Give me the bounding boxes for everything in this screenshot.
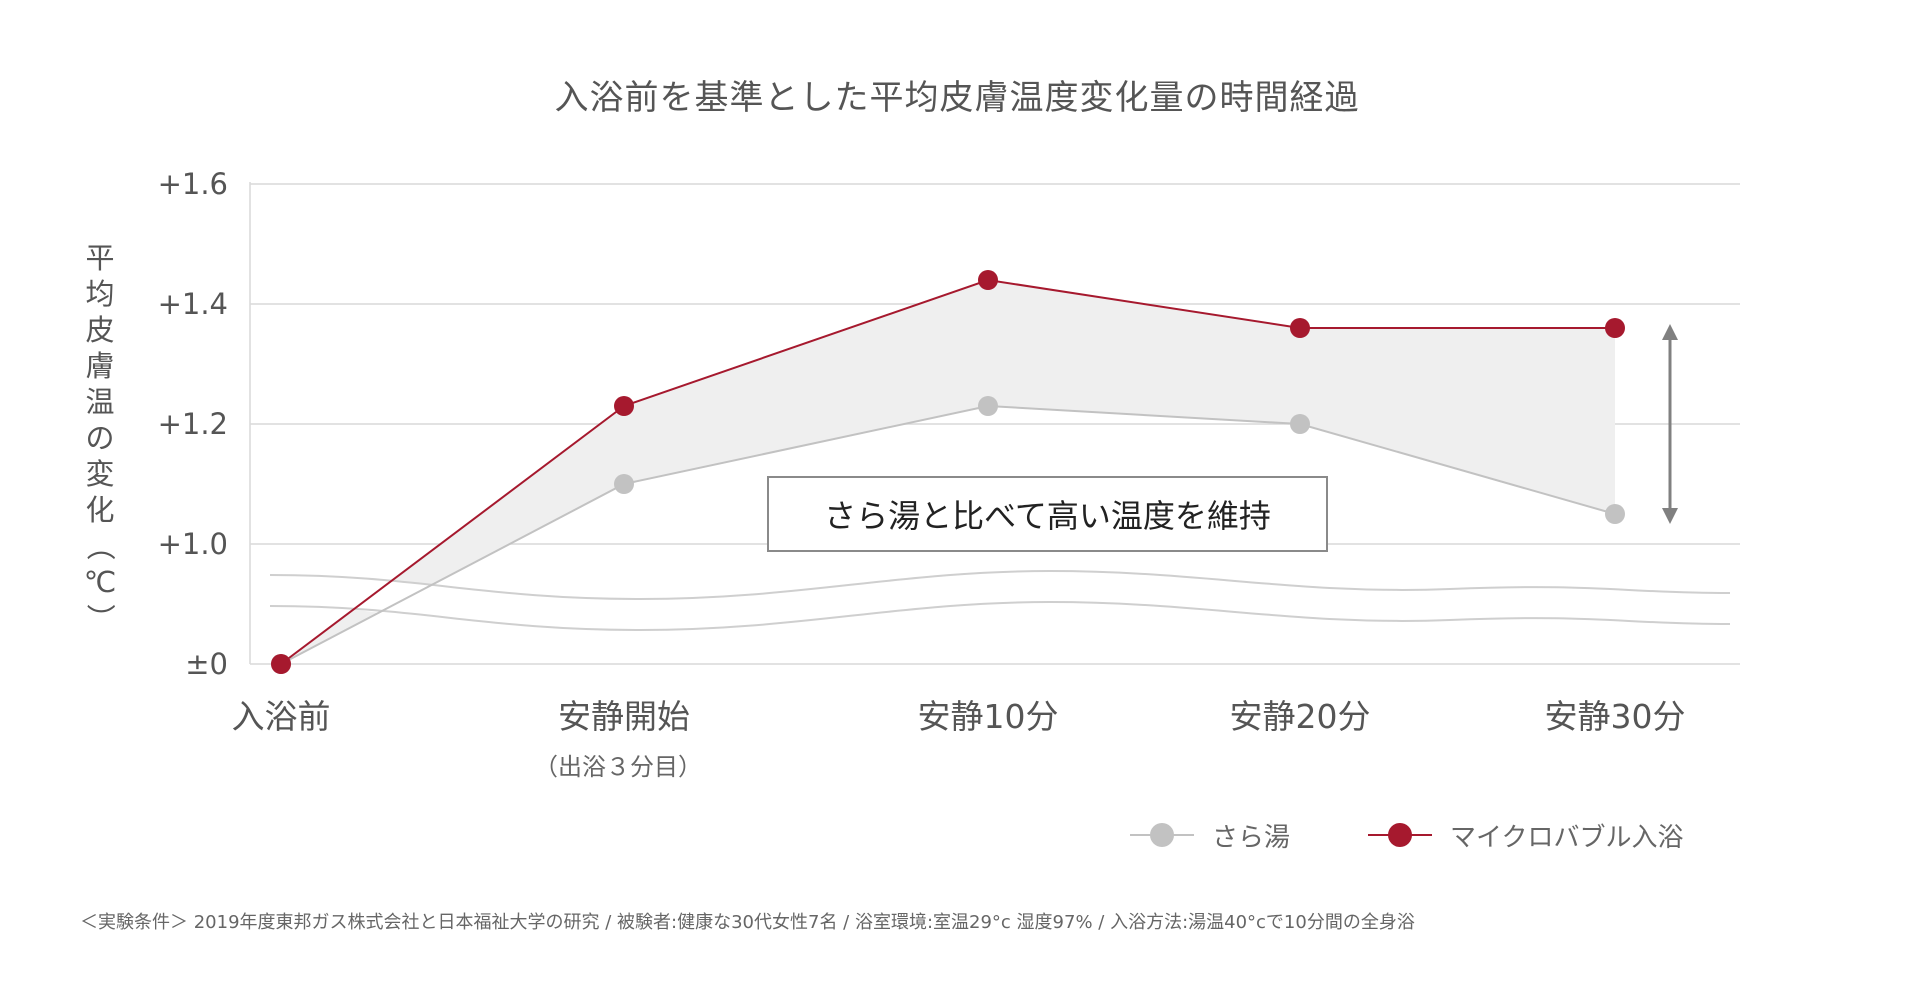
chart-title: 入浴前を基準とした平均皮膚温度変化量の時間経過: [554, 78, 1360, 118]
legend-label-microbubble: マイクロバブル入浴: [1450, 822, 1684, 853]
data-point-plain: [614, 474, 634, 494]
y-axis-label-char: ℃: [83, 565, 117, 599]
y-axis-label-char: 平: [85, 241, 115, 275]
axis-break-band: [270, 571, 1730, 630]
y-axis-label-char: 温: [85, 385, 115, 419]
legend-swatch-plain: [1130, 823, 1194, 847]
y-axis-label-char: 皮: [85, 313, 115, 347]
x-tick-label: 安静30分: [1545, 697, 1686, 736]
gap-arrow-head-bottom: [1662, 508, 1678, 524]
y-axis-label: 平均皮膚温の変化（℃）: [78, 240, 122, 636]
y-tick-label: ±0: [185, 647, 228, 681]
data-point-microbubble: [1290, 318, 1310, 338]
data-point-microbubble: [614, 396, 634, 416]
data-point-plain: [1605, 504, 1625, 524]
axis-break-line: [269, 600, 1731, 632]
y-axis-label-char: 膚: [85, 349, 115, 383]
callout-box: さら湯と比べて高い温度を維持: [767, 476, 1328, 552]
difference-area: [281, 280, 1615, 664]
y-axis-label-char: の: [85, 421, 115, 455]
x-tick-label: 安静開始: [558, 697, 690, 736]
data-point-plain: [978, 396, 998, 416]
legend-swatch-microbubble: [1368, 823, 1432, 847]
y-tick-label: +1.4: [158, 287, 228, 321]
y-axis-label-char: 変: [85, 457, 115, 491]
x-tick-label: 入浴前: [232, 697, 331, 736]
legend-item-microbubble: マイクロバブル入浴: [1368, 815, 1683, 855]
legend-item-plain: さら湯: [1130, 815, 1290, 855]
x-sublabel: （出浴３分目）: [534, 753, 702, 781]
footnote: ＜実験条件＞ 2019年度東邦ガス株式会社と日本福祉大学の研究 / 被験者:健康…: [80, 912, 1415, 933]
y-tick-label: +1.2: [158, 407, 228, 441]
y-tick-label: +1.6: [158, 167, 228, 201]
x-tick-label: 安静10分: [918, 697, 1059, 736]
x-tick-label: 安静20分: [1230, 697, 1371, 736]
data-point-plain: [1290, 414, 1310, 434]
y-tick-label: +1.0: [158, 527, 228, 561]
legend-label-plain: さら湯: [1212, 822, 1291, 853]
data-point-microbubble: [978, 270, 998, 290]
axis-break-line: [269, 569, 1731, 601]
y-axis-label-char: 均: [85, 277, 115, 311]
data-point-microbubble: [271, 654, 291, 674]
data-point-microbubble: [1605, 318, 1625, 338]
y-axis-label-char: 化: [85, 493, 115, 527]
gap-arrow-head-top: [1662, 324, 1678, 340]
